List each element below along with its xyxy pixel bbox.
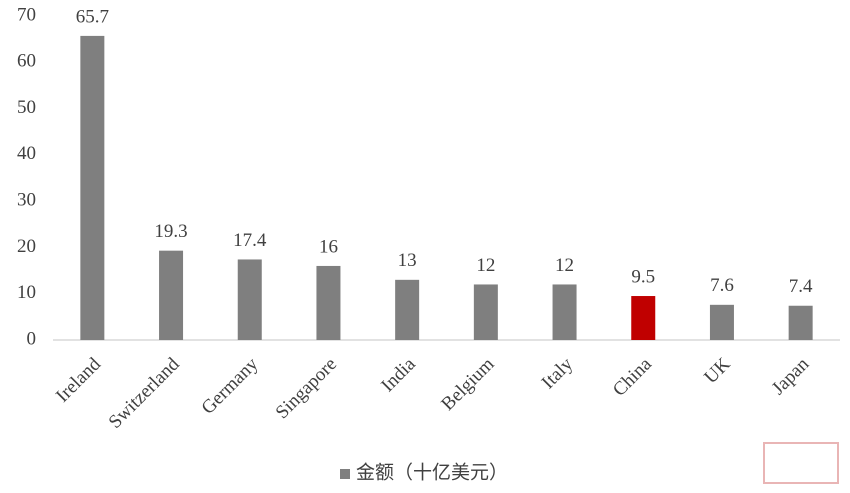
value-label: 17.4 <box>233 230 267 251</box>
x-tick-label: Japan <box>768 353 814 399</box>
y-tick-label: 30 <box>17 190 36 211</box>
value-label: 12 <box>476 255 495 276</box>
y-tick-label: 70 <box>17 4 36 25</box>
y-tick-label: 50 <box>17 97 36 118</box>
x-tick-label: Switzerland <box>105 353 184 432</box>
bar <box>159 250 184 340</box>
bar <box>316 265 341 340</box>
y-tick-label: 40 <box>17 143 36 164</box>
bar <box>237 259 262 340</box>
bar <box>552 284 577 340</box>
y-tick-label: 20 <box>17 236 36 257</box>
watermark <box>763 442 839 484</box>
value-label: 65.7 <box>76 6 109 27</box>
bar <box>631 296 656 340</box>
value-label: 16 <box>319 236 338 257</box>
y-tick-label: 0 <box>27 328 37 349</box>
y-tick-label: 10 <box>17 282 36 303</box>
legend-label: 金额（十亿美元） <box>356 461 508 483</box>
y-tick-label: 60 <box>17 51 36 72</box>
value-label: 9.5 <box>631 266 655 287</box>
x-tick-label: China <box>609 353 656 400</box>
bar <box>80 35 105 340</box>
bar <box>709 304 734 340</box>
legend-swatch <box>340 469 350 479</box>
value-label: 7.6 <box>710 275 734 296</box>
value-label: 7.4 <box>789 276 813 297</box>
x-tick-label: Belgium <box>437 354 498 415</box>
x-tick-label: Germany <box>198 353 263 418</box>
x-tick-label: Ireland <box>52 353 105 406</box>
x-tick-label: Italy <box>538 353 578 393</box>
value-label: 19.3 <box>154 221 187 242</box>
x-tick-label: Singapore <box>272 354 341 423</box>
bar <box>395 279 420 340</box>
value-label: 12 <box>555 255 574 276</box>
value-label: 13 <box>398 250 417 271</box>
bar <box>473 284 498 340</box>
x-tick-label: UK <box>700 354 734 388</box>
bar <box>788 305 813 340</box>
x-tick-label: India <box>377 353 420 396</box>
